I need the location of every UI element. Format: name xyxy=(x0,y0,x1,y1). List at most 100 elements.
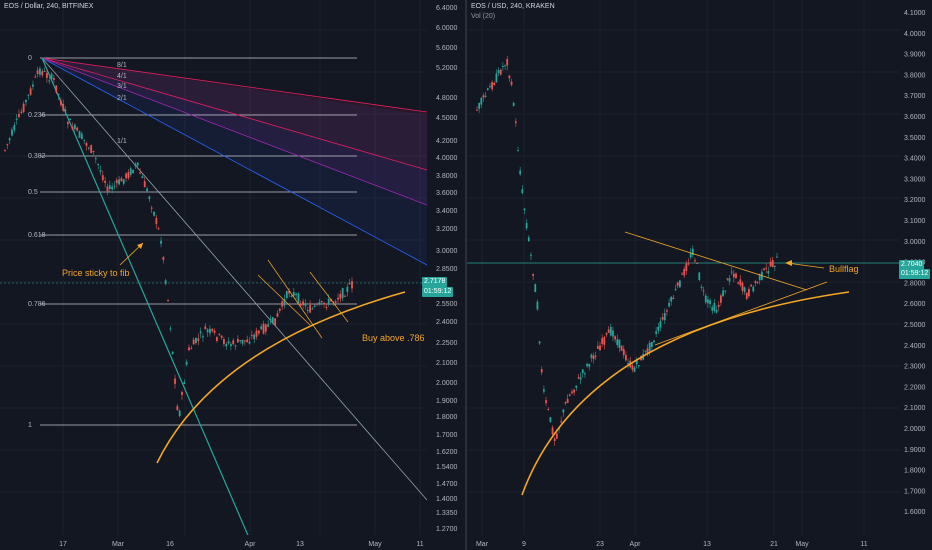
left-candle-body xyxy=(41,71,44,76)
left-candle-body xyxy=(278,308,281,311)
right-chart-canvas[interactable]: Bullflag 4.1000 4.0000 3.9000 3.8000 3.7000 3.… xyxy=(467,0,932,550)
right-candle-body xyxy=(773,265,776,267)
price-axis-bg xyxy=(427,0,465,550)
left-candle-body xyxy=(181,392,183,396)
price-axis-label: 2.4000 xyxy=(436,319,458,326)
left-candle-body xyxy=(206,329,209,333)
left-candle-body xyxy=(223,339,225,345)
time-axis-label: 17 xyxy=(59,541,67,548)
left-chart-canvas[interactable]: 0 0.236 0.382 0.5 0.618 0.786 1 8/1 4/1 3/1 2/1 1/1… xyxy=(0,0,465,550)
right-candle-body xyxy=(491,82,494,90)
right-candle-body xyxy=(484,95,487,97)
right-candle-body xyxy=(573,389,576,393)
left-candle-body xyxy=(197,338,200,341)
panel-divider[interactable] xyxy=(465,0,467,550)
left-candle-body xyxy=(351,281,353,289)
right-candle-body xyxy=(637,365,640,367)
right-candle-body xyxy=(614,336,617,340)
price-axis-label: 2.5500 xyxy=(436,301,458,308)
left-candle-body xyxy=(257,330,260,334)
fib-level-label: 0.382 xyxy=(28,153,46,160)
right-candle-body xyxy=(627,363,629,365)
right-candle-body xyxy=(616,339,619,345)
fib-level-label: 0.5 xyxy=(28,189,38,196)
right-candle-body xyxy=(577,377,580,379)
left-candle-body xyxy=(232,340,235,345)
left-candle-body xyxy=(48,80,51,82)
right-candle-body xyxy=(666,310,668,312)
left-candle-body xyxy=(234,345,237,347)
left-candle-body xyxy=(253,334,256,340)
left-candle-body xyxy=(195,337,197,344)
price-axis-label: 3.3000 xyxy=(904,176,926,183)
left-candle-body xyxy=(211,328,214,332)
price-axis-label: 1.9000 xyxy=(904,447,926,454)
right-candle-body xyxy=(514,121,517,124)
right-candle-body xyxy=(672,297,675,299)
left-candle-body xyxy=(297,293,300,304)
right-candle-body xyxy=(532,273,535,276)
left-candle-body xyxy=(146,188,148,192)
price-axis-label: 6.0000 xyxy=(436,25,458,32)
right-candle-body xyxy=(553,438,556,441)
left-candle-body xyxy=(302,301,304,306)
time-axis-label: 16 xyxy=(166,541,174,548)
fan-line xyxy=(41,57,428,206)
annotation-price-sticky: Price sticky to fib xyxy=(62,268,130,278)
left-candle-body xyxy=(176,406,179,411)
left-candle-body xyxy=(53,78,55,80)
right-candle-body xyxy=(728,278,731,282)
time-axis-label: Apr xyxy=(630,541,642,548)
left-candle-body xyxy=(50,73,53,80)
price-axis-label: 3.2000 xyxy=(904,197,926,204)
price-axis-label: 2.1000 xyxy=(904,405,926,412)
left-candle-body xyxy=(120,178,123,182)
left-candle-body xyxy=(169,328,172,330)
left-candle-body xyxy=(36,70,39,74)
right-candle-body xyxy=(584,373,586,375)
flag-upper-line xyxy=(624,231,808,291)
left-candle-body xyxy=(66,122,69,125)
price-axis-label: 3.0000 xyxy=(436,248,458,255)
price-axis-label: 3.8000 xyxy=(904,72,926,79)
price-axis-label: 1.7000 xyxy=(904,488,926,495)
annotation-bullflag: Bullflag xyxy=(829,264,859,274)
right-candle-body xyxy=(758,273,761,281)
left-candle-body xyxy=(216,336,218,342)
price-axis-label: 3.1000 xyxy=(904,218,926,225)
price-axis-label: 4.0000 xyxy=(436,155,458,162)
right-candle-body xyxy=(482,95,485,98)
left-candle-body xyxy=(274,318,277,326)
fan-label: 8/1 xyxy=(117,62,127,69)
left-candle-body xyxy=(341,288,344,298)
time-axis-label: 11 xyxy=(416,541,423,548)
right-candle-body xyxy=(756,281,759,283)
price-axis-label: 3.6000 xyxy=(436,190,458,197)
right-candle-body xyxy=(776,256,778,258)
right-candle-body xyxy=(590,354,593,358)
left-candle-body xyxy=(241,339,244,344)
left-chart-panel[interactable]: 0 0.236 0.382 0.5 0.618 0.786 1 8/1 4/1 3/1 2/1 1/1… xyxy=(0,0,465,550)
left-candle-body xyxy=(127,172,130,179)
left-candle-body xyxy=(11,129,13,136)
left-candle-body xyxy=(188,347,190,351)
left-candle-body xyxy=(337,297,339,300)
right-candle-body xyxy=(560,421,563,423)
left-candle-body xyxy=(309,305,311,313)
price-axis-label: 3.7000 xyxy=(904,93,926,100)
right-chart-panel[interactable]: Bullflag 4.1000 4.0000 3.9000 3.8000 3.7000 3.… xyxy=(467,0,932,550)
time-axis-label: Mar xyxy=(476,541,489,548)
right-candle-body xyxy=(603,337,606,345)
left-countdown-tag: 01:59:12 xyxy=(422,287,454,297)
left-candle-body xyxy=(271,317,274,324)
left-candle-body xyxy=(190,348,193,350)
right-candle-body xyxy=(625,355,627,361)
right-candle-body xyxy=(525,223,528,229)
left-candle-body xyxy=(290,295,293,297)
right-candle-body xyxy=(750,284,753,287)
time-axis-label: May xyxy=(368,541,382,548)
right-candle-body xyxy=(754,281,757,283)
right-candle-body xyxy=(771,260,774,268)
left-candle-body xyxy=(334,301,337,303)
left-candle-body xyxy=(129,168,132,175)
